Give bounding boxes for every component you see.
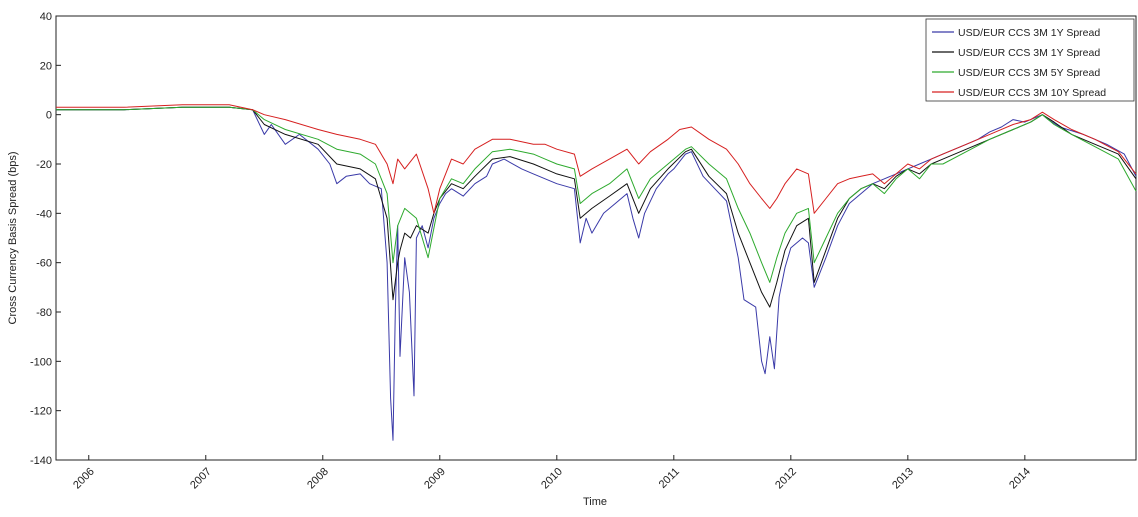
series-line-1 — [56, 106, 1137, 441]
x-axis-title: Time — [583, 496, 607, 508]
legend-box — [925, 18, 1135, 102]
y-tick-label: -40 — [36, 208, 52, 220]
y-axis-title: Cross Currency Basis Spread (bps) — [7, 151, 19, 324]
x-tick-label: 2010 — [539, 466, 565, 492]
series-line-4 — [56, 104, 1137, 214]
y-tick-label: -20 — [36, 159, 52, 171]
series-line-2 — [56, 106, 1137, 308]
y-axis: 40 20 0 -20 -40 -60 -80 -100 -120 -140 — [30, 11, 61, 467]
x-tick-label: 2008 — [305, 466, 331, 492]
y-tick-label: -100 — [30, 356, 52, 368]
x-tick-label: 2011 — [657, 466, 682, 491]
series-line-3 — [56, 106, 1137, 283]
y-tick-label: 20 — [40, 60, 52, 72]
y-tick-label: -120 — [30, 406, 52, 418]
y-tick-label: 0 — [46, 110, 52, 122]
x-tick-label: 2012 — [773, 466, 799, 492]
x-tick-label: 2009 — [422, 466, 448, 492]
x-tick-label: 2006 — [71, 466, 97, 492]
y-tick-label: -60 — [36, 258, 52, 270]
y-tick-label: -80 — [36, 307, 52, 319]
x-tick-label: 2013 — [890, 466, 916, 492]
x-tick-label: 2014 — [1007, 466, 1033, 492]
legend-label-2: USD/EUR CCS 3M 1Y Spread — [958, 47, 1100, 59]
x-tick-label: 2007 — [188, 466, 214, 492]
legend: USD/EUR CCS 3M 1Y Spread USD/EUR CCS 3M … — [925, 18, 1135, 102]
series-lines — [56, 104, 1137, 441]
y-tick-label: -140 — [30, 455, 52, 467]
legend-label-4: USD/EUR CCS 3M 10Y Spread — [958, 87, 1106, 99]
y-tick-label: 40 — [40, 11, 52, 23]
legend-label-1: USD/EUR CCS 3M 1Y Spread — [958, 27, 1100, 39]
legend-label-3: USD/EUR CCS 3M 5Y Spread — [958, 67, 1100, 79]
